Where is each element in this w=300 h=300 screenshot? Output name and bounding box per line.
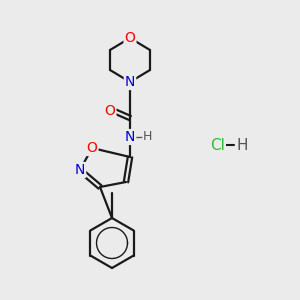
Text: Cl: Cl xyxy=(210,137,225,152)
Text: N: N xyxy=(75,163,85,177)
Text: H: H xyxy=(237,137,248,152)
Text: O: O xyxy=(105,104,116,118)
Text: O: O xyxy=(124,31,135,45)
Text: H: H xyxy=(143,130,152,142)
Text: N: N xyxy=(125,75,135,89)
Text: N: N xyxy=(125,130,135,144)
Text: O: O xyxy=(87,141,98,155)
